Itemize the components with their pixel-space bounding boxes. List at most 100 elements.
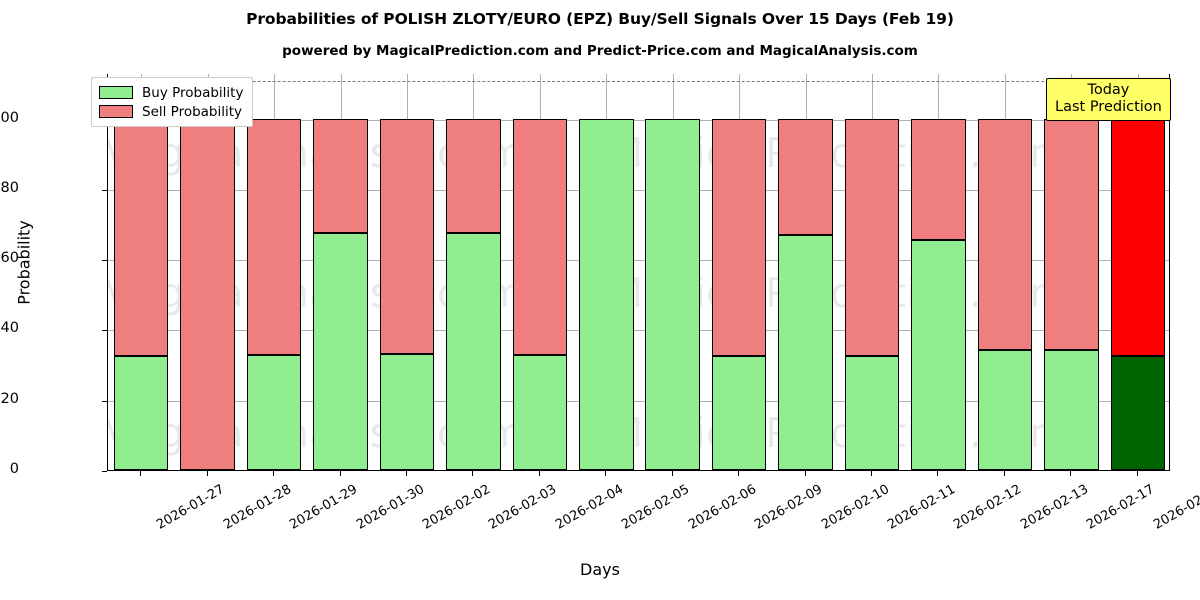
chart-subtitle: powered by MagicalPrediction.com and Pre… <box>282 43 918 59</box>
bar-group <box>313 74 368 470</box>
x-tick-mark <box>140 471 141 476</box>
y-tick-label: 100 <box>0 109 19 126</box>
bar-segment-buy <box>711 355 767 470</box>
x-tick-label: 2026-02-05 <box>619 482 693 533</box>
bar-group <box>844 74 900 470</box>
x-tick-mark <box>605 471 606 476</box>
bar-group <box>645 74 700 470</box>
legend-label-buy: Buy Probability <box>142 84 244 101</box>
x-tick-mark <box>738 471 739 476</box>
bar-segment-buy <box>645 118 700 470</box>
x-tick-label: 2026-02-09 <box>752 482 826 533</box>
bar-group <box>1044 74 1099 470</box>
x-tick-mark <box>805 471 806 476</box>
gridline-horizontal <box>108 400 1169 402</box>
bar-group <box>379 74 435 470</box>
bar-segment-buy <box>1110 355 1165 470</box>
bar-segment-buy <box>911 239 966 470</box>
today-annotation: Today Last Prediction <box>1046 78 1171 122</box>
bar-group <box>246 74 302 470</box>
x-tick-label: 2026-02-13 <box>1018 482 1091 533</box>
plot-area: MagicalAnalysis.comMagicalPrediction.com… <box>107 74 1170 471</box>
bar-segment-sell <box>113 118 169 356</box>
x-tick-mark <box>871 471 872 476</box>
y-tick-label: 0 <box>9 461 19 477</box>
legend-item-buy: Buy Probability <box>99 83 243 102</box>
bar-group <box>911 74 966 470</box>
x-tick-label: 2026-01-27 <box>154 482 228 533</box>
x-tick-mark <box>1137 471 1138 476</box>
bar-segment-buy <box>844 355 900 470</box>
bar-segment-sell <box>844 118 900 356</box>
gridline-horizontal <box>108 189 1169 191</box>
bar-segment-buy <box>977 349 1033 470</box>
bar-segment-buy <box>579 118 634 470</box>
bar-segment-sell <box>1044 118 1099 350</box>
plot-inner: MagicalAnalysis.comMagicalPrediction.com… <box>108 74 1169 470</box>
x-tick-label: 2026-02-18 <box>1150 482 1200 533</box>
x-tick-mark <box>937 471 938 476</box>
x-axis-label: Days <box>580 560 620 579</box>
y-tick-label: 20 <box>0 390 19 407</box>
bar-segment-sell <box>313 118 368 234</box>
bar-segment-buy <box>512 354 568 470</box>
bar-group <box>711 74 767 470</box>
x-tick-mark <box>406 471 407 476</box>
gridline-horizontal <box>108 119 1169 121</box>
y-tick-mark <box>102 400 107 402</box>
x-tick-mark <box>340 471 341 476</box>
bar-group <box>512 74 568 470</box>
bar-segment-buy <box>446 233 501 470</box>
x-tick-mark <box>672 471 673 476</box>
x-tick-label: 2026-02-03 <box>486 482 560 533</box>
bar-group <box>113 74 169 470</box>
legend-swatch-sell-icon <box>99 105 133 118</box>
chart-legend: Buy Probability Sell Probability <box>91 77 254 127</box>
bar-segment-sell <box>512 118 568 355</box>
bar-group <box>180 74 235 470</box>
y-tick-label: 60 <box>0 250 19 267</box>
bar-segment-sell <box>180 118 235 470</box>
bar-segment-sell <box>379 118 435 355</box>
x-tick-label: 2026-02-02 <box>420 482 494 533</box>
bar-group <box>1110 74 1165 470</box>
x-tick-mark <box>1004 471 1005 476</box>
x-tick-label: 2026-02-06 <box>685 482 759 533</box>
x-tick-mark <box>472 471 473 476</box>
y-tick-label: 80 <box>0 179 19 196</box>
bar-segment-sell <box>1110 118 1165 356</box>
bar-segment-sell <box>711 118 767 356</box>
y-tick-mark <box>102 189 107 191</box>
bar-segment-sell <box>446 118 501 234</box>
bar-segment-buy <box>778 235 833 470</box>
bar-segment-buy <box>113 355 169 470</box>
today-annotation-line2: Last Prediction <box>1055 99 1162 116</box>
x-tick-mark <box>539 471 540 476</box>
bar-group <box>579 74 634 470</box>
today-annotation-line1: Today <box>1087 82 1130 98</box>
gridline-horizontal <box>108 260 1169 262</box>
x-tick-label: 2026-02-10 <box>818 482 892 533</box>
x-tick-mark <box>1070 471 1071 476</box>
bar-segment-buy <box>313 233 368 470</box>
bar-segment-buy <box>1044 349 1099 470</box>
x-tick-label: 2026-02-11 <box>885 482 959 533</box>
x-tick-label: 2026-01-29 <box>287 482 361 533</box>
y-tick-mark <box>102 330 107 332</box>
x-tick-mark <box>273 471 274 476</box>
y-tick-mark <box>102 260 107 262</box>
x-tick-label: 2026-02-12 <box>951 482 1025 533</box>
bar-segment-sell <box>977 118 1033 350</box>
bar-segment-buy <box>379 354 435 470</box>
bar-segment-sell <box>911 118 966 240</box>
bar-group <box>446 74 501 470</box>
bar-segment-sell <box>246 118 302 355</box>
reference-dashed-line <box>108 81 1169 83</box>
legend-item-sell: Sell Probability <box>99 102 243 121</box>
x-tick-label: 2026-01-28 <box>220 482 294 533</box>
x-tick-label: 2026-02-04 <box>552 482 626 533</box>
x-tick-label: 2026-01-30 <box>353 482 427 533</box>
y-tick-mark <box>102 471 107 472</box>
legend-label-sell: Sell Probability <box>142 103 243 120</box>
